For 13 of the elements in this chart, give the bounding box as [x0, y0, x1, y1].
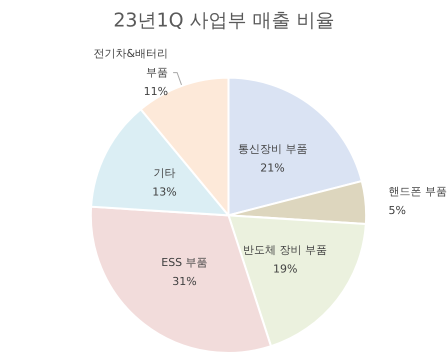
slice-label: 통신장비 부품: [238, 142, 308, 156]
data-label: 19%: [273, 262, 298, 276]
slice-label: ESS 부품: [161, 256, 208, 270]
data-label: 11%: [144, 85, 168, 98]
chart-title: 23년1Q 사업부 매출 비율: [113, 10, 335, 32]
data-label: 13%: [152, 186, 177, 199]
slice-label: 전기차&배터리 부품: [94, 47, 168, 80]
data-label: 31%: [172, 275, 197, 288]
slice-label: 기타: [153, 166, 176, 180]
slice-label: 핸드폰 부품: [388, 185, 447, 198]
slice-label: 반도체 장비 부품: [243, 243, 328, 256]
data-label: 5%: [388, 204, 406, 218]
data-label: 21%: [260, 162, 285, 175]
